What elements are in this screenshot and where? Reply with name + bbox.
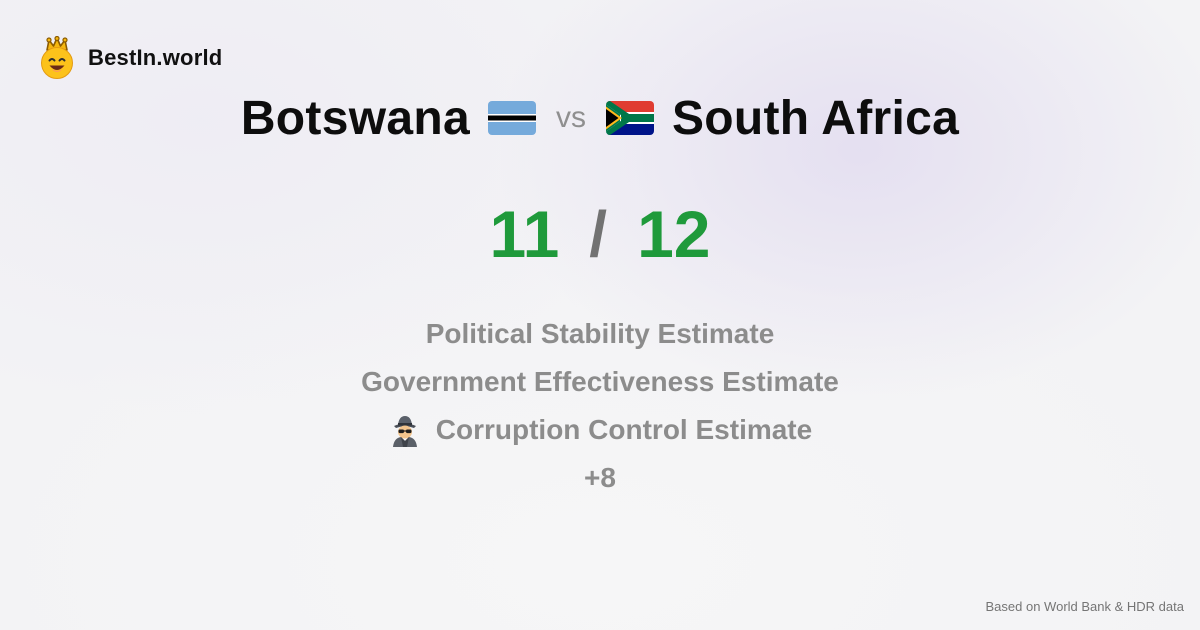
metric-government-effectiveness[interactable]: Government Effectiveness Estimate: [361, 358, 839, 406]
score-separator: /: [589, 198, 608, 270]
right-country-name[interactable]: South Africa: [671, 91, 960, 145]
botswana-flag-icon: [487, 101, 536, 135]
vs-label: vs: [555, 101, 586, 134]
comparison-title: Botswana vs South Africa: [0, 84, 1200, 152]
more-metrics-count[interactable]: +8: [584, 454, 616, 502]
south-africa-flag-icon: [605, 101, 654, 135]
metric-label: Political Stability Estimate: [425, 318, 775, 349]
metric-corruption-control[interactable]: Corruption Control Estimate: [388, 406, 812, 454]
score: 11 / 12: [0, 192, 1200, 276]
metrics-list: Political Stability Estimate Government …: [0, 310, 1200, 502]
crown-smiley-icon: [41, 36, 73, 79]
right-score: 12: [637, 197, 711, 271]
left-country-name[interactable]: Botswana: [240, 91, 470, 145]
metric-political-stability[interactable]: Political Stability Estimate: [426, 310, 775, 358]
metric-label: +8: [584, 462, 616, 493]
left-score: 11: [489, 197, 560, 271]
metric-label: Government Effectiveness Estimate: [361, 366, 839, 397]
data-source-note: Based on World Bank & HDR data: [985, 599, 1184, 614]
brand-name: BestIn.world: [88, 45, 223, 70]
metric-label: Corruption Control Estimate: [435, 414, 813, 445]
brand[interactable]: BestIn.world: [38, 36, 222, 80]
detective-icon: [392, 416, 417, 447]
